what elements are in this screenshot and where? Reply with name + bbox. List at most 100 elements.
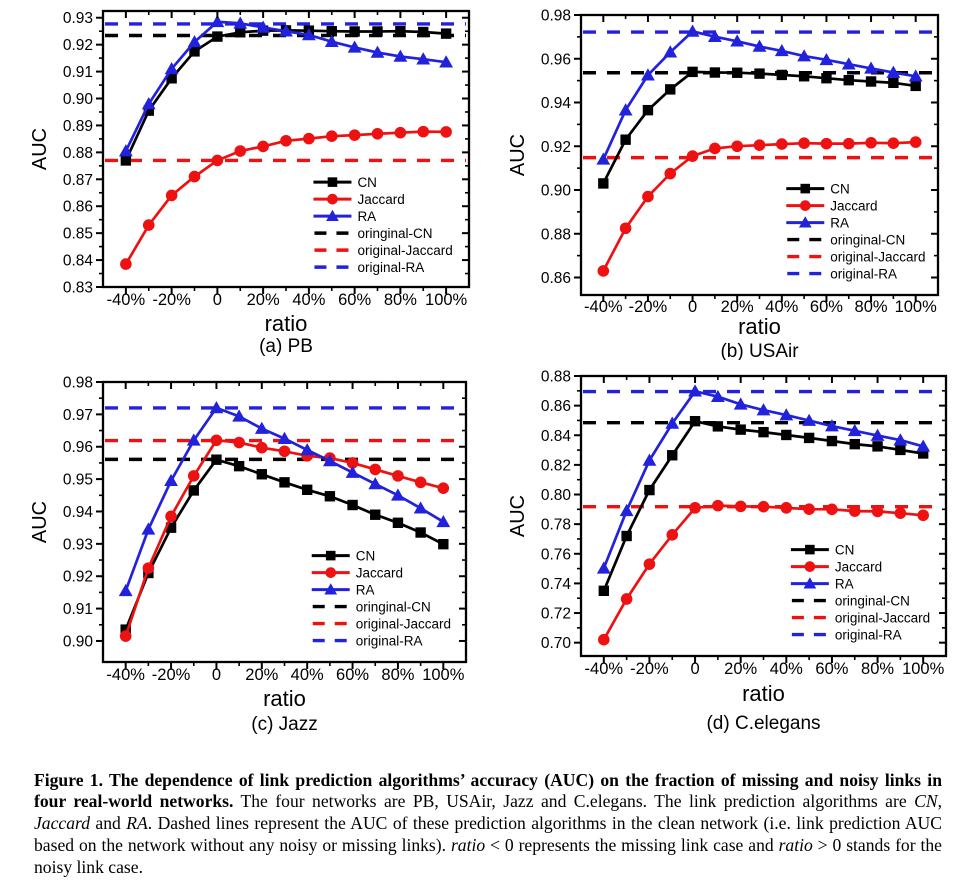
legend-label-jaccard: Jaccard	[356, 565, 403, 580]
jaccard-marker	[753, 139, 766, 151]
jaccard-marker	[917, 509, 929, 522]
cn-marker	[665, 84, 676, 95]
ra-marker	[254, 421, 269, 434]
cn-marker	[211, 454, 222, 465]
ra-marker	[391, 488, 405, 501]
cn-marker	[301, 484, 313, 495]
y-tick-label: 0.93	[63, 536, 93, 553]
y-tick-label: 0.94	[541, 95, 572, 112]
cn-marker	[188, 485, 199, 496]
jaccard-marker	[909, 136, 922, 148]
cn-marker	[849, 438, 860, 450]
x-tick-label: 20%	[724, 660, 757, 678]
caption-text: and	[90, 813, 127, 834]
legend-marker-cn	[327, 177, 338, 187]
x-axis-title: ratio	[265, 311, 308, 336]
ra-marker	[802, 413, 817, 426]
legend-marker-ra	[324, 583, 338, 595]
cn-marker	[689, 415, 701, 427]
ra-marker	[322, 454, 337, 467]
x-tick-label: 20%	[721, 298, 754, 316]
cn-marker	[370, 509, 381, 520]
ra-marker	[797, 49, 812, 62]
legend-label-ra: RA	[356, 582, 375, 597]
y-tick-label: 0.92	[541, 139, 571, 156]
legend-marker-jaccard	[325, 567, 337, 578]
cn-marker	[438, 538, 449, 550]
ra-marker	[256, 20, 271, 33]
jaccard-marker	[394, 126, 407, 139]
caption-text: . Dashed lines represent the AUC of thes…	[34, 813, 942, 855]
chart-celegans-svg: 0.70 0.72 0.74 0.76 0.78 0.80 0.82 0.84 0.86 0.88…	[507, 369, 948, 734]
jaccard-marker	[256, 441, 268, 454]
legend-label-cn: CN	[356, 548, 376, 563]
y-tick-label: 0.96	[541, 51, 571, 68]
ra-marker	[118, 583, 133, 597]
legend: CN Jaccard RA oringinal-CN original-Jaccard o…	[790, 542, 930, 642]
cn-marker	[415, 527, 426, 538]
caption-bold-text: The dependence of link prediction algori…	[34, 769, 942, 812]
y-tick-label: 0.90	[541, 183, 572, 200]
legend-marker-jaccard	[804, 561, 816, 572]
caption-italic-term: ratio	[450, 834, 486, 855]
jaccard-marker	[371, 127, 384, 140]
cn-marker	[758, 426, 769, 438]
x-tick-label: 40%	[291, 666, 324, 684]
ra-marker	[908, 69, 923, 82]
jaccard-marker	[826, 503, 838, 516]
x-axis-title: ratio	[738, 314, 781, 339]
subplot-title: (b) USAir	[720, 341, 799, 360]
y-tick-label: 0.83	[63, 280, 93, 297]
cn-marker	[395, 25, 406, 37]
cn-marker	[620, 134, 631, 145]
jaccard-marker	[211, 154, 224, 167]
ra-marker	[825, 419, 839, 432]
y-tick-label: 0.94	[63, 504, 94, 521]
legend-label-original-jaccard: original-Jaccard	[830, 249, 925, 264]
legend-label-oringinal-cn: oringinal-CN	[356, 599, 431, 614]
y-tick-label: 0.98	[63, 375, 93, 392]
cn-marker	[826, 435, 838, 447]
x-tick-label: 80%	[384, 291, 417, 309]
ra-marker	[707, 29, 722, 42]
y-tick-label: 0.91	[63, 601, 93, 618]
ra-marker	[324, 34, 339, 47]
legend-label-jaccard: Jaccard	[835, 559, 882, 574]
x-tick-label: 80%	[861, 660, 894, 678]
cn-marker	[781, 429, 792, 441]
ra-marker	[752, 39, 767, 52]
cn-marker	[165, 522, 177, 533]
cn-marker	[917, 448, 929, 459]
cn-marker	[776, 69, 788, 81]
jaccard-marker	[234, 145, 247, 157]
jaccard-marker	[848, 505, 861, 517]
cn-marker	[347, 499, 358, 511]
cn-marker	[418, 26, 429, 38]
ra-marker	[886, 65, 901, 78]
legend-label-original-ra: original-RA	[830, 266, 897, 281]
y-tick-label: 0.74	[541, 576, 572, 593]
jaccard-marker	[597, 265, 610, 277]
jaccard-marker	[865, 136, 877, 149]
figure-1: 0.83 0.84 0.85 0.86 0.87 0.88 0.89 0.90 0.91 0.92…	[29, 8, 948, 735]
caption-text: < 0 represents the missing link case and	[485, 834, 779, 855]
jaccard-marker	[709, 142, 721, 155]
y-tick-label: 0.72	[541, 606, 571, 623]
x-axis-title: ratio	[742, 681, 785, 706]
ra-marker	[233, 16, 248, 29]
ra-marker	[436, 514, 451, 528]
ra-marker	[733, 397, 748, 410]
y-tick-label: 0.88	[63, 145, 93, 162]
jaccard-marker	[598, 633, 610, 646]
jaccard-marker	[440, 126, 452, 138]
x-tick-label: -20%	[629, 298, 668, 316]
ra-marker	[370, 45, 385, 58]
jaccard-marker	[871, 505, 884, 518]
ra-marker	[413, 501, 428, 514]
x-tick-label: -20%	[152, 666, 191, 684]
y-tick-label: 0.90	[63, 633, 94, 650]
legend-label-original-ra: original-RA	[357, 260, 424, 275]
legend-label-original-jaccard: original-Jaccard	[356, 616, 451, 631]
cn-marker	[803, 432, 815, 444]
y-tick-label: 0.82	[541, 457, 571, 474]
